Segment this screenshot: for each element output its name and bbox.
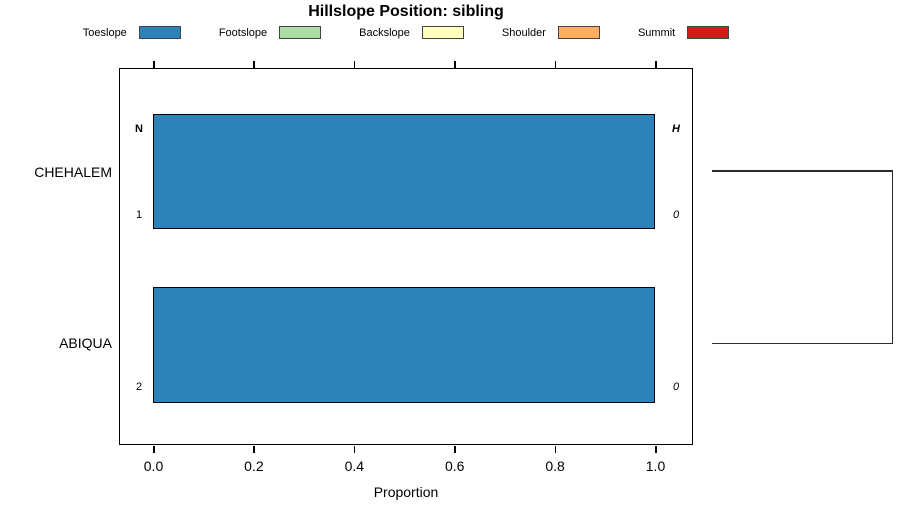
x-tick-label: 0.6 — [444, 458, 465, 474]
y-axis-label-abiqua: ABIQUA — [59, 335, 112, 351]
x-axis-title: Proportion — [373, 484, 439, 500]
legend-label: Backslope — [359, 26, 410, 39]
legend-swatch-toeslope — [138, 26, 181, 39]
bottom-axis-tick — [655, 445, 657, 453]
legend-swatch-footslope — [279, 26, 322, 39]
x-tick-label: 0.2 — [244, 458, 264, 474]
h-column-header: H — [672, 123, 680, 135]
legend-label: Toeslope — [82, 26, 127, 39]
top-axis-tick — [253, 60, 255, 68]
bottom-axis-tick — [153, 445, 155, 453]
top-axis-tick — [554, 60, 557, 68]
bottom-axis-tick — [253, 445, 255, 453]
chart-title: Hillslope Position: sibling — [308, 3, 504, 20]
x-tick-label: 1.0 — [645, 458, 666, 474]
bottom-axis-tick — [554, 445, 557, 453]
legend-label: Shoulder — [501, 26, 546, 39]
dendrogram-branch-chehalem — [712, 170, 893, 172]
top-axis-tick — [655, 60, 657, 68]
x-tick-label: 0.8 — [545, 458, 565, 474]
dendrogram-branch-abiqua — [712, 342, 893, 344]
x-tick-label: 0.4 — [344, 458, 365, 474]
bar-segment-toeslope — [153, 287, 655, 403]
dendrogram-join — [891, 170, 893, 344]
legend-item-footslope: Footslope — [218, 26, 322, 39]
bar-chehalem — [153, 114, 655, 229]
bar-segment-toeslope — [153, 114, 655, 229]
legend-label: Summit — [637, 26, 676, 39]
top-axis-tick — [153, 60, 155, 68]
legend-item-toeslope: Toeslope — [83, 26, 181, 39]
legend-label: Footslope — [218, 26, 268, 39]
bar-abiqua — [153, 287, 655, 403]
h-value-row-2: 0 — [672, 381, 680, 393]
top-axis-tick — [454, 60, 456, 68]
plot-area: N H 1 0 2 0 — [119, 60, 693, 453]
bottom-axis-tick — [454, 445, 456, 453]
n-column-header: N — [135, 123, 143, 135]
legend-item-backslope: Backslope — [359, 26, 464, 39]
n-value-row-2: 2 — [135, 381, 143, 393]
legend-item-summit: Summit — [637, 26, 730, 39]
legend-item-shoulder: Shoulder — [502, 26, 600, 39]
legend-swatch-shoulder — [557, 26, 600, 39]
y-axis-label-chehalem: CHEHALEM — [34, 164, 112, 180]
h-value-row-1: 0 — [672, 209, 680, 221]
legend: Toeslope Footslope Backslope Shoulder Summit — [0, 25, 812, 40]
legend-swatch-backslope — [421, 26, 464, 39]
top-axis-tick — [353, 60, 356, 68]
n-value-row-1: 1 — [135, 209, 143, 221]
legend-swatch-summit — [687, 26, 730, 39]
bottom-axis-tick — [353, 445, 356, 453]
x-tick-label: 0.0 — [143, 458, 164, 474]
